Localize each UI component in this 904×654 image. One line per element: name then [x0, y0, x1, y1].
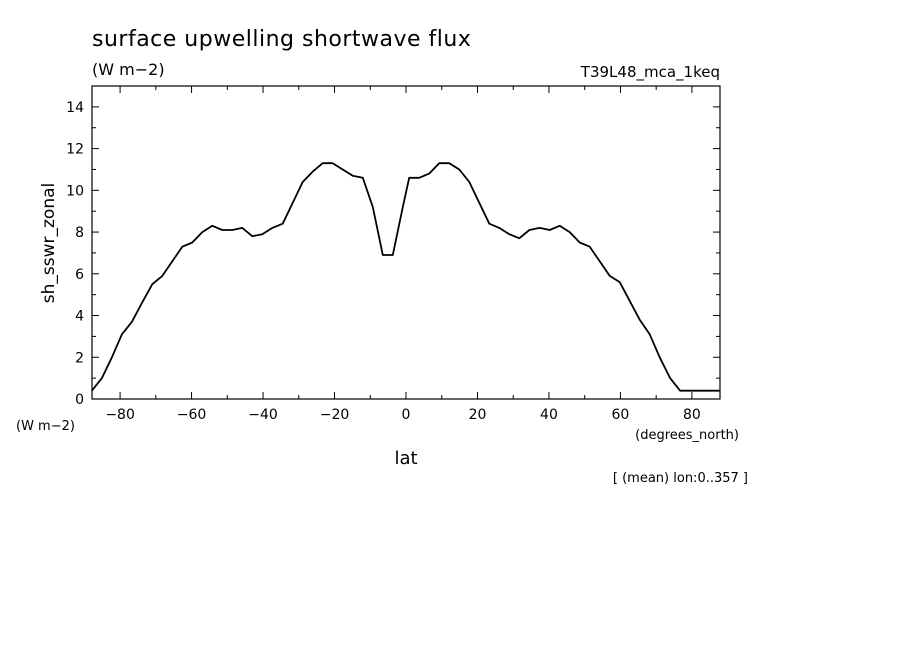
x-tick-label: 0: [402, 407, 411, 423]
dataset-label: T39L48_mca_1keq: [580, 63, 720, 82]
x-tick-labels: −80 −60 −40 −20 0 20 40 60 80: [105, 407, 701, 423]
y-tick-label: 4: [75, 309, 84, 325]
x-tick-label: −40: [248, 407, 278, 423]
y-tick-label: 2: [75, 350, 84, 366]
series-line: [91, 162, 721, 392]
x-axis-label: lat: [394, 448, 417, 469]
y-tick-label: 0: [75, 392, 84, 408]
x-tick-label: 80: [683, 407, 701, 423]
y-axis-unit: (W m−2): [16, 419, 75, 434]
chart-subtitle: (W m−2): [92, 60, 165, 79]
x-tick-label: 40: [540, 407, 558, 423]
x-tick-label: −20: [320, 407, 350, 423]
y-axis-ticks: [92, 85, 720, 400]
y-axis-label: sh_sswr_zonal: [39, 183, 59, 303]
y-tick-label: 10: [66, 183, 84, 199]
x-tick-label: 60: [612, 407, 630, 423]
plot-frame: [91, 85, 721, 400]
x-tick-label: −60: [177, 407, 207, 423]
x-tick-label: 20: [469, 407, 487, 423]
y-tick-label: 14: [66, 100, 84, 116]
x-tick-label: −80: [105, 407, 135, 423]
y-tick-label: 12: [66, 142, 84, 158]
x-axis-ticks: [119, 86, 693, 399]
y-tick-label: 8: [75, 225, 84, 241]
chart-title: surface upwelling shortwave flux: [92, 27, 471, 52]
x-axis-unit: (degrees_north): [635, 428, 739, 443]
averaging-note: [ (mean) lon:0..357 ]: [613, 471, 748, 486]
y-tick-labels: 0 2 4 6 8 10 12 14: [66, 100, 84, 408]
y-tick-label: 6: [75, 267, 84, 283]
